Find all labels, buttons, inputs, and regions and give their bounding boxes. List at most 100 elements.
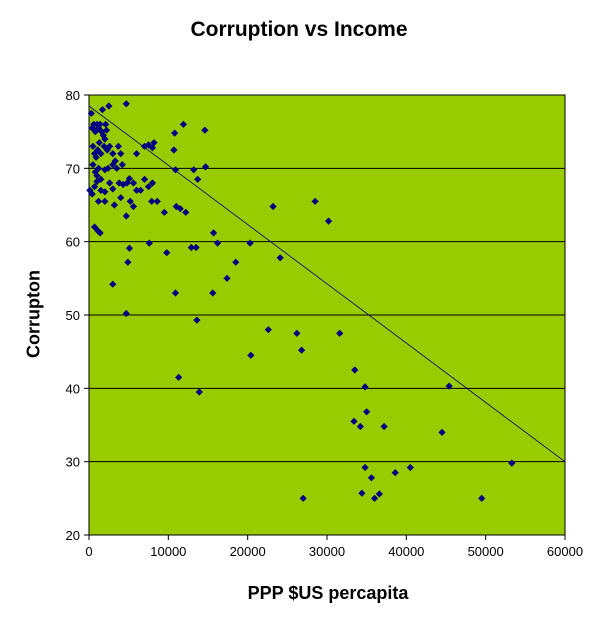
data-point [508,459,516,467]
x-tick-label: 0 [85,544,92,559]
data-point [110,201,118,209]
data-point [101,197,109,205]
y-tick-label: 40 [66,381,80,396]
data-point [350,417,358,425]
chart-title: Corruption vs Income [190,18,408,41]
x-tick-label: 60000 [547,544,583,559]
data-point [87,109,95,117]
data-point [150,139,158,147]
data-point [391,469,399,477]
y-tick-label: 70 [66,161,80,176]
data-points [86,100,516,502]
data-point [89,161,97,169]
data-point [117,194,125,202]
data-point [351,366,359,374]
data-point [93,177,101,186]
data-point [109,185,117,193]
x-tick-label: 40000 [388,544,424,559]
data-point [160,208,168,216]
data-point [101,135,109,143]
data-point [380,422,388,431]
data-point [90,183,99,191]
data-point [101,188,109,196]
trendline [88,105,566,462]
data-point [118,161,126,169]
data-point [92,153,100,161]
x-tick-label: 50000 [468,544,504,559]
x-axis-label: PPP $US percapita [247,583,409,603]
data-point [299,494,307,502]
data-point [89,142,97,150]
data-point [311,197,319,205]
data-point [170,146,178,154]
data-point [126,197,134,205]
data-point [182,208,190,216]
data-point [445,382,453,390]
data-point [293,329,301,337]
data-point [232,258,240,266]
data-point [192,243,200,252]
data-point [324,217,333,225]
data-point [144,183,153,191]
data-point [129,179,138,187]
data-point [122,212,130,220]
data-point [93,172,101,180]
data-point [171,129,179,137]
data-point [125,244,134,252]
data-point [193,316,201,324]
data-point [96,229,104,237]
data-point [100,142,108,150]
data-point [106,179,114,187]
data-point [371,494,379,502]
data-point [109,150,117,158]
data-point [122,100,130,108]
data-point [375,490,383,498]
data-point [187,243,195,252]
data-point [129,202,138,211]
data-point [195,388,203,396]
data-point [115,179,123,187]
data-point [117,150,125,158]
data-point [153,197,161,205]
x-tick-label: 20000 [230,544,266,559]
data-point [102,120,110,128]
data-point [361,383,369,391]
data-point [358,489,366,497]
data-point [478,494,486,502]
data-point [145,239,153,247]
data-point [194,175,202,183]
data-point [114,142,122,150]
data-point [94,197,103,205]
data-point [246,239,254,247]
data-point [367,474,376,482]
data-point [97,150,105,158]
x-tick-label: 30000 [309,544,345,559]
data-point [133,186,141,194]
data-point [109,280,117,288]
data-point [113,164,121,172]
data-point [247,351,255,359]
data-point [106,142,114,150]
data-point [99,131,107,139]
data-point [102,126,111,134]
gridlines [89,167,565,463]
data-point [109,161,117,169]
data-point [140,175,149,183]
data-point [125,175,134,183]
data-point [171,166,180,174]
data-point [264,326,272,334]
data-point [122,309,130,318]
data-point [95,139,103,147]
data-point [163,249,171,257]
data-point [94,164,103,172]
data-point [269,202,277,211]
data-point [209,229,218,237]
trendline-layer [88,105,566,462]
data-point [202,163,210,171]
y-axis-label: Corrupton [23,270,44,358]
data-point [86,186,94,194]
data-point [190,166,198,174]
data-point [209,289,217,297]
data-point [201,126,209,134]
